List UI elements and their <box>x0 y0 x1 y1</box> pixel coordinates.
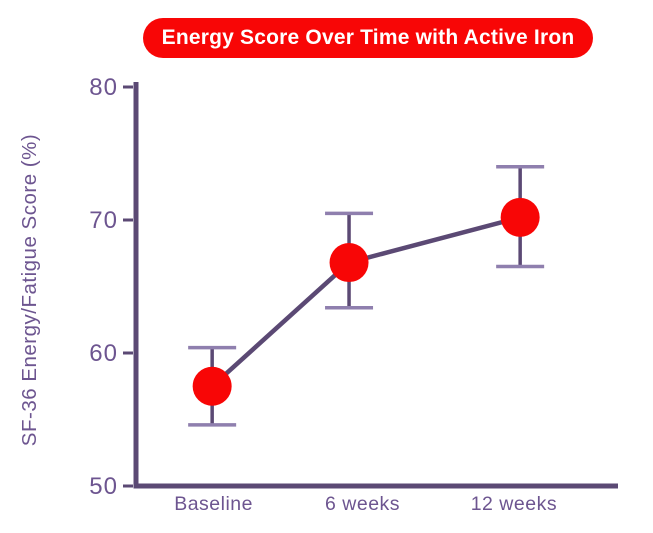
data-point-marker <box>500 197 540 237</box>
y-tick-label: 50 <box>89 473 118 500</box>
y-tick-label: 60 <box>89 340 118 367</box>
x-tick-label: 6 weeks <box>325 493 400 515</box>
chart-title-pill: Energy Score Over Time with Active Iron <box>143 18 593 58</box>
y-tick-label: 80 <box>89 74 118 101</box>
x-tick-label: 12 weeks <box>471 493 557 515</box>
x-tick-label: Baseline <box>174 493 253 515</box>
y-tick-label: 70 <box>89 207 118 234</box>
data-point-marker <box>192 366 232 406</box>
chart-title: Energy Score Over Time with Active Iron <box>161 26 575 49</box>
y-axis-title: SF-36 Energy/Fatigue Score (%) <box>18 134 41 446</box>
trend-line <box>210 215 521 388</box>
data-point-marker <box>329 243 369 283</box>
